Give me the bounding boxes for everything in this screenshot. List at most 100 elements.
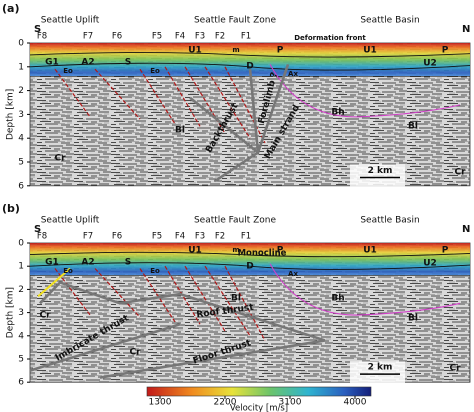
fault-label: F6 [112, 32, 122, 42]
annotation: U1 [363, 246, 377, 256]
velocity-layer [30, 43, 470, 77]
annotation: Bl [408, 122, 418, 132]
panel: 2 km 0 1 2 3 4 5 6 Depth [km] (a) S N Seattle Uplift… [2, 2, 471, 191]
annotation: U1 [363, 46, 377, 56]
annotation: Ax [288, 270, 298, 278]
panel-label: (b) [2, 202, 20, 215]
annotation: U1 [188, 46, 202, 56]
fault-label: F7 [83, 232, 93, 242]
annotation: A2 [81, 58, 94, 68]
fault-trace [164, 66, 201, 127]
annotation: U2 [423, 259, 437, 269]
fault-label: F5 [152, 232, 162, 242]
y-tick-label: 2 [18, 285, 24, 295]
horizon [29, 262, 471, 270]
fault-label: F2 [215, 32, 225, 42]
fault-trace [139, 68, 176, 125]
annotation: S [125, 58, 131, 68]
colorbar-tick-label: 3100 [279, 398, 302, 408]
annotation: A2 [81, 258, 94, 268]
region-label: Seattle Fault Zone [194, 16, 277, 26]
fault-trace [224, 265, 266, 341]
fault-label: F5 [152, 32, 162, 42]
fault-trace [94, 268, 141, 318]
annotation: P [277, 46, 284, 56]
annotation: G1 [45, 58, 59, 68]
annotation: Eo [150, 67, 160, 75]
region-label: Seattle Basin [360, 16, 419, 26]
y-tick-label: 6 [18, 378, 24, 388]
y-tick-label: 0 [18, 239, 24, 249]
annotation: Cr [454, 168, 466, 178]
y-tick-label: 4 [18, 134, 24, 144]
y-axis-label: Depth [km] [6, 287, 16, 338]
colorbar [146, 386, 372, 397]
y-axis-label: Depth [km] [6, 89, 16, 140]
fault-trace [224, 66, 266, 144]
annotation: Ax [288, 70, 298, 78]
fault-label: F8 [37, 232, 47, 242]
fault-trace [139, 268, 176, 323]
annotation: P [277, 246, 284, 256]
annotation: U2 [423, 59, 437, 69]
fault-label: F1 [241, 32, 251, 42]
panel: 2 km 0 1 2 3 4 5 6 Depth [km] (b) S N Seattle Uplift… [2, 202, 471, 388]
fault-trace [204, 265, 251, 337]
fault-label: F7 [83, 32, 93, 42]
scale-bar-label: 2 km [368, 363, 393, 373]
fault-label: F4 [175, 32, 185, 42]
annotation: Cr [449, 364, 461, 374]
annotation: Eo [63, 67, 73, 75]
end-label: N [462, 224, 470, 235]
horizon [29, 251, 471, 258]
fault-trace [184, 66, 226, 134]
y-tick-label: 2 [18, 86, 24, 96]
fault-label: F3 [195, 232, 205, 242]
y-tick-label: 6 [18, 181, 24, 191]
end-label: N [462, 24, 470, 35]
annotation: Cr [39, 311, 51, 321]
annotation: D [246, 62, 253, 72]
backthrust [189, 64, 290, 183]
horizon [29, 52, 471, 58]
annotation: Bl [231, 294, 241, 304]
y-tick-label: 1 [18, 262, 24, 272]
y-tick-label: 1 [18, 62, 24, 72]
fault-label: F2 [215, 232, 225, 242]
scale-bar-box [350, 164, 405, 187]
fault-label: F4 [175, 232, 185, 242]
annotation: G1 [45, 258, 59, 268]
annotation: D [246, 262, 253, 272]
fault-label: F8 [37, 32, 47, 42]
annotation: P [442, 46, 449, 56]
annotation: S [125, 258, 131, 268]
scale-bar-label: 2 km [368, 166, 393, 176]
fault-label: F3 [195, 32, 205, 42]
annotation: Bh [331, 108, 344, 118]
y-tick-label: 3 [18, 308, 24, 318]
annotation: Monocline [238, 249, 287, 259]
annotation: P [442, 246, 449, 256]
region-label: Seattle Uplift [41, 216, 100, 226]
y-tick-label: 5 [18, 355, 24, 365]
basin-boundary [269, 64, 461, 118]
fault-trace [54, 68, 91, 118]
annotation: m [232, 246, 239, 254]
y-tick-label: 4 [18, 331, 24, 341]
colorbar-label: Velocity [m/s] [230, 404, 288, 412]
colorbar-tick-label: 2200 [214, 398, 237, 408]
fault-trace [94, 68, 141, 120]
end-label: S [34, 224, 41, 235]
fault-label: F1 [241, 232, 251, 242]
region-label: Seattle Basin [360, 216, 419, 226]
thrust [29, 280, 326, 379]
annotation: Bl [408, 314, 418, 324]
scale-bar-box [350, 361, 405, 384]
colorbar-tick-label: 4000 [344, 398, 367, 408]
yellow-fault [37, 267, 71, 298]
fault-label: F6 [112, 232, 122, 242]
annotation: Eo [63, 267, 73, 275]
basin-boundary [269, 263, 461, 316]
annotation: Bh [331, 294, 344, 304]
region-label: Seattle Uplift [41, 16, 100, 26]
